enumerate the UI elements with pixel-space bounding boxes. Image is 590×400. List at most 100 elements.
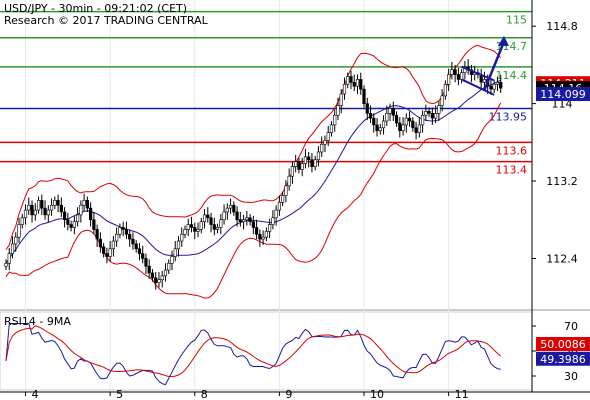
candle — [157, 272, 161, 288]
candle-body — [62, 211, 67, 221]
candle-body — [228, 204, 233, 209]
candle-body — [183, 229, 187, 235]
candle-body — [447, 74, 451, 85]
candle — [147, 259, 151, 279]
candle-body — [196, 229, 200, 232]
price-tag: 114.099 — [536, 87, 590, 102]
candle-body — [102, 246, 106, 254]
candle — [222, 204, 226, 225]
candle — [30, 200, 34, 223]
candle — [411, 117, 415, 132]
candle — [215, 223, 220, 234]
candle — [264, 227, 268, 242]
candle-body — [450, 69, 454, 75]
candle — [277, 195, 281, 216]
candle — [271, 210, 275, 230]
level-label: 113.6 — [496, 144, 528, 157]
candle-body — [372, 117, 376, 126]
candle — [14, 232, 18, 252]
candle — [238, 212, 242, 227]
candle — [134, 240, 138, 253]
candle-body — [424, 111, 428, 116]
candle — [450, 62, 454, 80]
candle-body — [388, 108, 392, 114]
candle-body — [430, 112, 434, 119]
candle — [378, 123, 382, 135]
candle — [176, 236, 181, 257]
candle-body — [320, 143, 324, 153]
rsi-panel — [5, 323, 502, 386]
candle-body — [440, 95, 444, 106]
candle — [199, 217, 203, 234]
rsi-tick-label: 70 — [564, 320, 578, 333]
candle — [453, 64, 457, 83]
candle-body — [89, 207, 93, 221]
candle — [333, 109, 337, 132]
candle-body — [20, 217, 24, 225]
candle-body — [453, 69, 457, 75]
level-label: 113.95 — [489, 110, 528, 123]
rsi-value-label: 49.3986 — [540, 353, 586, 366]
candle — [440, 89, 444, 112]
candle — [466, 59, 470, 75]
candle — [108, 241, 112, 262]
candle — [144, 253, 148, 274]
candle — [417, 117, 421, 138]
candle — [359, 72, 363, 95]
candle — [124, 221, 129, 240]
candle-body — [92, 219, 96, 230]
chart-title: USD/JPY - 30min - 09:21:02 (CET) — [4, 2, 187, 15]
candle-body — [66, 219, 70, 225]
candle — [72, 215, 76, 235]
annotations — [461, 35, 509, 96]
candle — [320, 136, 324, 157]
candle-body — [150, 272, 155, 279]
candle — [385, 105, 389, 126]
candle-body — [333, 114, 337, 126]
candle-body — [417, 124, 421, 133]
candle-body — [394, 114, 399, 124]
candle-body — [27, 204, 31, 211]
price-tick-label: 114.8 — [546, 20, 578, 33]
candle-body — [209, 217, 213, 225]
candle-body — [238, 219, 242, 222]
candle — [66, 212, 70, 231]
candle — [206, 207, 210, 223]
candle-body — [398, 122, 402, 132]
candle-body — [329, 124, 334, 133]
candle — [482, 71, 487, 88]
candle-body — [124, 229, 129, 235]
grid-layer — [0, 0, 590, 392]
candle-body — [401, 124, 405, 132]
candle-body — [69, 224, 73, 228]
candle-body — [420, 114, 425, 126]
candle-body — [199, 221, 203, 230]
candle — [241, 214, 246, 230]
candle-body — [141, 253, 145, 259]
candle — [300, 157, 304, 177]
candle-body — [456, 74, 460, 80]
candle-body — [82, 200, 86, 206]
candle-body — [359, 79, 363, 90]
candle-body — [167, 262, 171, 271]
candle — [394, 111, 399, 127]
candle — [141, 245, 145, 264]
candle-body — [173, 248, 177, 257]
x-tick-label: 5 — [116, 388, 123, 400]
candle — [248, 213, 252, 226]
candle-body — [378, 127, 382, 132]
candle — [326, 125, 330, 147]
candle — [170, 250, 174, 271]
candle — [235, 206, 239, 227]
candle-body — [30, 204, 34, 216]
candle-body — [411, 120, 415, 129]
candle-body — [59, 204, 63, 213]
candle-body — [287, 175, 291, 187]
candle — [85, 196, 89, 212]
candle — [36, 196, 41, 214]
candle-body — [492, 83, 496, 90]
candle — [49, 198, 54, 216]
candle — [102, 242, 106, 258]
candle — [225, 203, 229, 220]
candle — [219, 213, 223, 235]
